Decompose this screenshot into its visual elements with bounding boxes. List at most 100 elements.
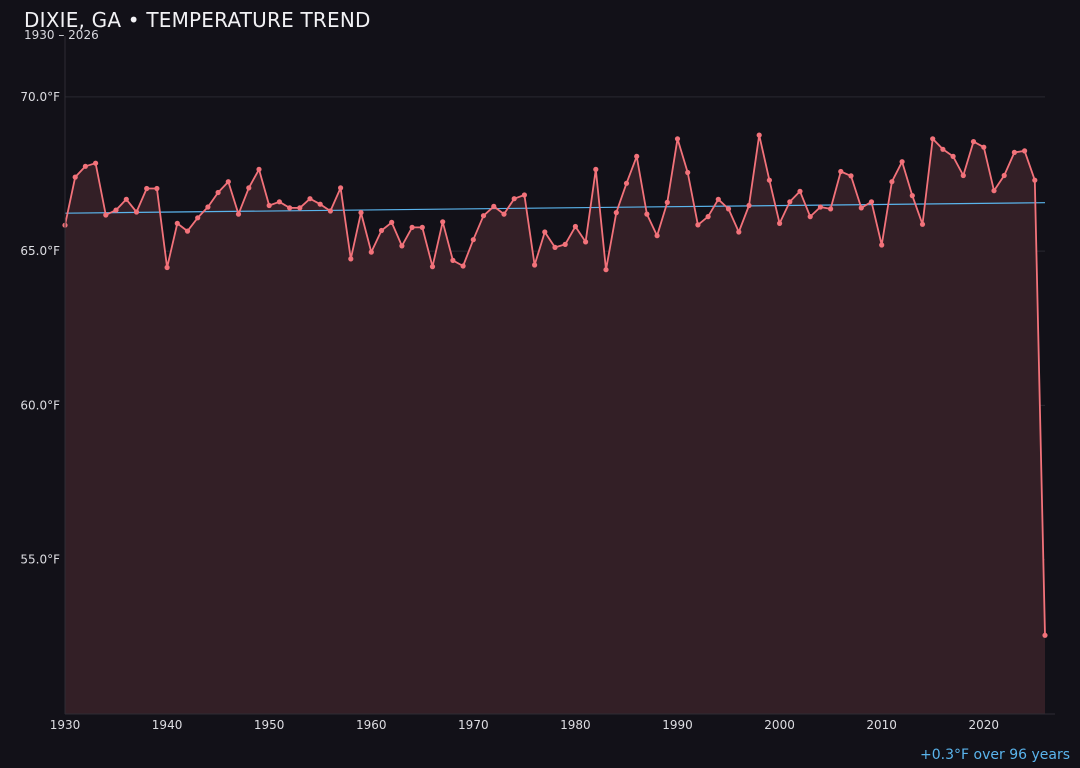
- data-point-2011: [889, 179, 895, 185]
- data-point-2004: [817, 204, 824, 210]
- data-point-2012: [899, 159, 905, 165]
- y-tick-label: 70.0°F: [20, 90, 60, 104]
- data-point-1988: [654, 233, 660, 239]
- data-point-2006: [838, 168, 844, 175]
- data-point-1943: [195, 215, 201, 221]
- data-point-1993: [705, 214, 711, 220]
- data-point-2013: [909, 193, 915, 199]
- x-tick-label: 1990: [662, 718, 693, 732]
- data-point-2026: [1042, 632, 1048, 638]
- data-point-2001: [787, 199, 793, 205]
- data-point-1944: [205, 204, 211, 210]
- data-point-2009: [868, 199, 875, 205]
- data-point-1959: [358, 210, 364, 216]
- data-point-1976: [532, 262, 538, 268]
- data-point-2018: [960, 172, 966, 179]
- y-tick-label: 60.0°F: [20, 398, 60, 412]
- data-point-2021: [991, 188, 997, 194]
- data-point-2003: [807, 214, 813, 220]
- data-point-1974: [511, 196, 517, 202]
- data-point-1964: [409, 224, 415, 230]
- data-point-1933: [93, 160, 99, 166]
- data-point-1960: [368, 249, 374, 255]
- data-point-1966: [429, 264, 436, 270]
- data-point-1955: [317, 201, 323, 207]
- data-point-1939: [154, 185, 160, 192]
- data-point-1991: [685, 169, 691, 176]
- data-point-1958: [348, 256, 354, 262]
- data-point-1987: [644, 211, 650, 217]
- data-point-1975: [521, 192, 528, 198]
- chart-subtitle: 1930 – 2026: [24, 28, 99, 42]
- data-point-1953: [297, 205, 303, 211]
- data-point-1994: [715, 196, 721, 202]
- x-tick-label: 2010: [866, 718, 897, 732]
- x-tick-label: 1950: [254, 718, 285, 732]
- data-point-1942: [184, 228, 191, 234]
- data-point-1997: [746, 202, 752, 209]
- data-point-1937: [133, 209, 140, 215]
- x-tick-label: 1940: [152, 718, 183, 732]
- data-point-1945: [215, 189, 221, 196]
- chart-title: DIXIE, GA • TEMPERATURE TREND: [24, 8, 371, 32]
- data-point-1986: [634, 153, 640, 159]
- data-point-1989: [664, 199, 670, 205]
- data-point-1980: [572, 223, 579, 230]
- data-point-1995: [725, 206, 732, 212]
- data-point-1938: [144, 185, 150, 192]
- data-point-1967: [440, 219, 446, 225]
- data-point-1998: [756, 132, 762, 138]
- data-point-2023: [1011, 149, 1018, 155]
- data-point-1971: [480, 213, 487, 219]
- data-point-1948: [246, 185, 252, 191]
- x-tick-label: 1970: [458, 718, 489, 732]
- data-point-1931: [72, 174, 78, 180]
- data-point-1968: [450, 257, 456, 263]
- y-tick-label: 55.0°F: [20, 553, 60, 567]
- data-point-1952: [287, 205, 293, 211]
- x-tick-label: 1960: [356, 718, 387, 732]
- data-point-2019: [970, 139, 977, 145]
- data-point-1962: [389, 219, 395, 225]
- series-area: [65, 135, 1045, 715]
- data-point-1969: [460, 263, 466, 269]
- data-point-2014: [919, 221, 926, 227]
- data-point-1992: [695, 222, 701, 228]
- data-point-2022: [1001, 172, 1007, 179]
- x-tick-label: 1930: [50, 718, 81, 732]
- data-point-2024: [1022, 148, 1028, 154]
- data-point-2007: [848, 173, 854, 179]
- data-point-1981: [583, 239, 589, 245]
- trend-line: [64, 202, 1046, 214]
- data-point-1970: [470, 237, 476, 243]
- data-point-2008: [858, 205, 864, 211]
- area-layer: [65, 135, 1045, 715]
- data-point-1950: [266, 202, 272, 209]
- data-point-2000: [777, 220, 783, 226]
- data-point-1978: [552, 244, 558, 250]
- x-tick-label: 1980: [560, 718, 591, 732]
- data-point-1963: [399, 243, 405, 249]
- data-point-2020: [981, 144, 987, 150]
- data-point-2025: [1032, 177, 1038, 183]
- trend-annotation: +0.3°F over 96 years: [920, 747, 1070, 763]
- data-point-2015: [930, 136, 936, 142]
- y-tick-label: 65.0°F: [20, 244, 60, 258]
- data-point-1999: [766, 177, 773, 183]
- data-point-2010: [879, 242, 885, 248]
- data-point-1979: [562, 241, 568, 247]
- data-point-1935: [113, 207, 119, 213]
- data-point-1983: [603, 267, 609, 273]
- data-point-1977: [542, 229, 548, 235]
- data-point-1990: [674, 136, 681, 142]
- x-tick-label: 2000: [764, 718, 795, 732]
- data-point-1940: [164, 264, 170, 271]
- points-layer: [62, 132, 1048, 638]
- data-point-1965: [419, 224, 425, 230]
- data-point-2016: [940, 146, 946, 152]
- data-point-1985: [623, 180, 630, 186]
- axis-layer: 55.0°F 60.0°F 65.0°F 70.0°F 1930 1940 1950 1960…: [20, 36, 1055, 732]
- data-point-1946: [225, 179, 231, 185]
- data-point-1949: [256, 166, 262, 172]
